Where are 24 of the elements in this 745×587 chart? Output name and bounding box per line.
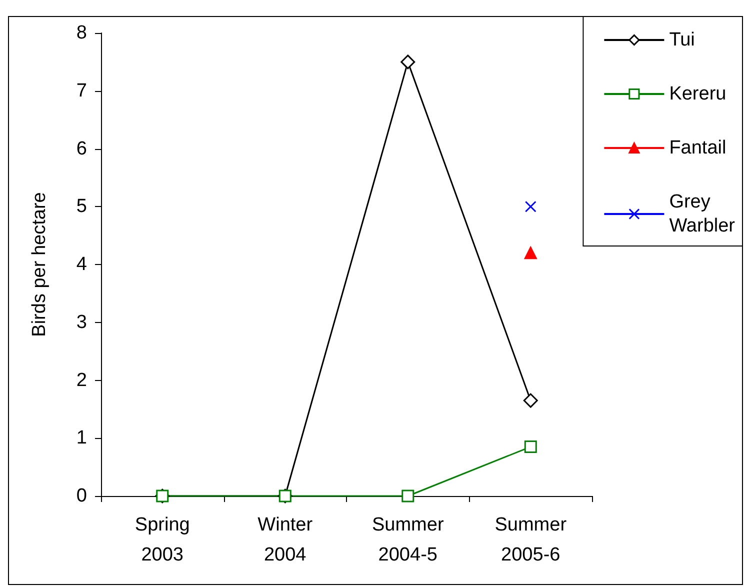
y-axis-title: Birds per hectare [29, 192, 50, 337]
point [523, 393, 538, 408]
point [402, 490, 414, 502]
x-tick-label: Summer 2005-6 [494, 514, 568, 566]
y-tick-label: 1 [76, 428, 87, 449]
x-tick-label: Winter 2004 [258, 514, 314, 566]
legend-label: Tui [669, 30, 695, 50]
y-tick-label: 8 [76, 22, 87, 44]
point [524, 246, 537, 260]
y-tick-label: 0 [76, 486, 87, 506]
point [524, 440, 537, 454]
legend-label: Kereru [669, 84, 726, 104]
x-tick-label: Summer 2004-5 [372, 514, 444, 566]
y-tick-label: 7 [76, 80, 87, 102]
x-tick-label: Spring 2003 [134, 514, 190, 566]
point [524, 200, 536, 212]
point [400, 54, 416, 70]
legend-label: Grey Warbler [669, 192, 736, 236]
y-tick-label: 2 [76, 370, 87, 391]
y-tick-label: 3 [76, 312, 87, 333]
y-tick-label: 4 [76, 254, 88, 275]
legend-label: Fantail [669, 138, 726, 158]
y-tick-label: 5 [76, 196, 87, 218]
y-tick-label: 6 [76, 138, 87, 160]
